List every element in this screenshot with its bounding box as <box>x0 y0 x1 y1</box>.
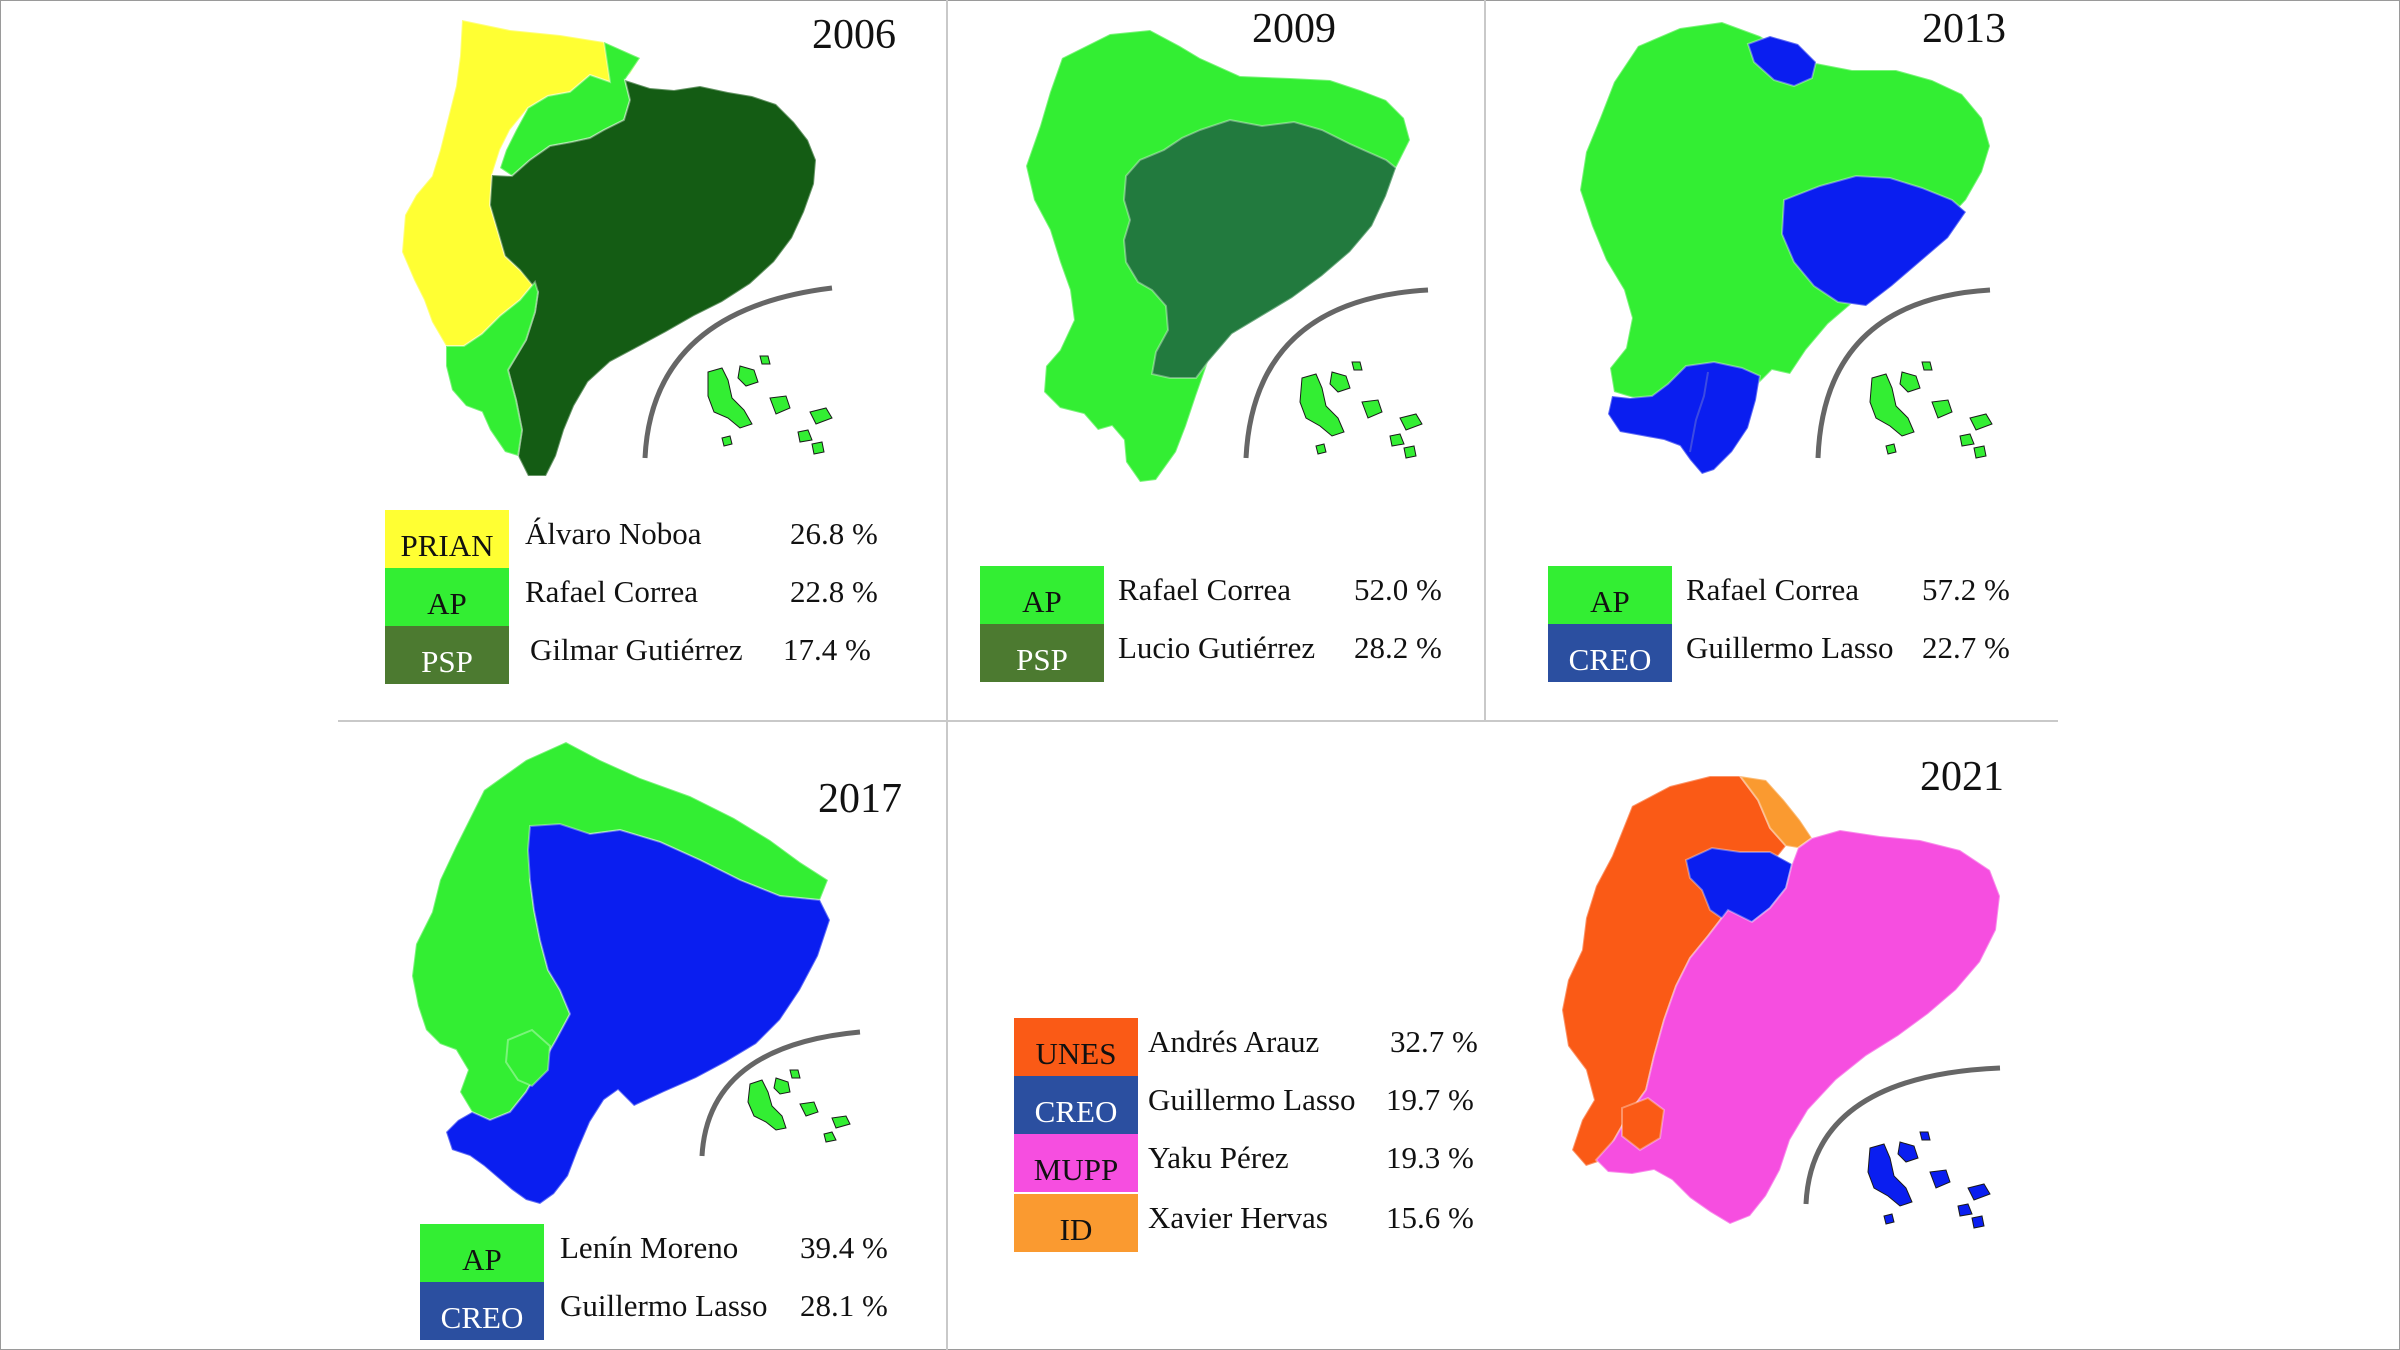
vote-percent: 39.4 % <box>800 1230 888 1265</box>
candidate-name: Gilmar Gutiérrez <box>530 632 743 667</box>
legend-row: AP Rafael Correa 57.2 % <box>1548 566 2108 626</box>
region-unes-coast <box>1621 1096 1666 1152</box>
party-swatch: CREO <box>420 1282 544 1340</box>
galapagos-separator <box>699 1029 861 1157</box>
vote-percent: 57.2 % <box>1922 572 2010 607</box>
party-swatch: AP <box>980 566 1104 624</box>
party-swatch: ID <box>1014 1194 1138 1252</box>
candidate-name: Álvaro Noboa <box>525 516 702 551</box>
legend-row: AP Lenín Moreno 39.4 % <box>420 1224 980 1284</box>
party-swatch: AP <box>385 568 509 626</box>
party-swatch: PSP <box>385 626 509 684</box>
candidate-name: Andrés Arauz <box>1148 1024 1320 1059</box>
vote-percent: 22.7 % <box>1922 630 2010 665</box>
vote-percent: 19.7 % <box>1386 1082 1474 1117</box>
mainland <box>1024 28 1412 484</box>
region-creo-east <box>1780 174 1968 308</box>
galapagos-separator <box>1243 287 1429 459</box>
candidate-name: Xavier Hervas <box>1148 1200 1328 1235</box>
candidate-name: Guillermo Lasso <box>1148 1082 1356 1117</box>
legend-row: PSP Lucio Gutiérrez 28.2 % <box>980 624 1540 684</box>
vote-percent: 15.6 % <box>1386 1200 1474 1235</box>
party-swatch: CREO <box>1548 624 1672 682</box>
candidate-name: Rafael Correa <box>525 574 698 609</box>
galapagos-separator <box>1803 1065 2001 1205</box>
vote-percent: 17.4 % <box>783 632 871 667</box>
party-swatch: PSP <box>980 624 1104 682</box>
candidate-name: Lucio Gutiérrez <box>1118 630 1316 665</box>
galapagos-islands <box>1299 361 1423 459</box>
region-ap-coast <box>504 1028 552 1088</box>
vote-percent: 22.8 % <box>790 574 878 609</box>
galapagos-islands <box>1867 1131 1991 1229</box>
region-ap-south <box>445 279 540 458</box>
legend-row: MUPP Yaku Pérez 19.3 % <box>1014 1134 1574 1194</box>
vote-percent: 26.8 % <box>790 516 878 551</box>
party-swatch: UNES <box>1014 1018 1138 1076</box>
galapagos-islands <box>707 355 833 455</box>
party-swatch: MUPP <box>1014 1134 1138 1192</box>
party-swatch: CREO <box>1014 1076 1138 1134</box>
region-creo <box>444 822 832 1206</box>
region-creo-north <box>1746 34 1818 88</box>
vote-percent: 28.1 % <box>800 1288 888 1323</box>
region-mupp <box>1594 828 2002 1226</box>
legend-row: UNES Andrés Arauz 32.7 % <box>1014 1018 1574 1078</box>
region-psp <box>488 78 818 477</box>
mainland <box>1560 774 2002 1226</box>
candidate-name: Guillermo Lasso <box>1686 630 1894 665</box>
candidate-name: Lenín Moreno <box>560 1230 739 1265</box>
mainland <box>410 740 832 1206</box>
legend-row: AP Rafael Correa 52.0 % <box>980 566 1540 626</box>
divider-horizontal <box>338 720 2058 722</box>
legend-row: CREO Guillermo Lasso 19.7 % <box>1014 1076 1574 1136</box>
region-psp <box>1122 118 1398 379</box>
region-creo-south <box>1606 360 1762 476</box>
legend-row: CREO Guillermo Lasso 28.1 % <box>420 1282 980 1342</box>
candidate-name: Guillermo Lasso <box>560 1288 768 1323</box>
year-title: 2009 <box>1252 6 1336 52</box>
galapagos-islands <box>1869 361 1993 459</box>
vote-percent: 28.2 % <box>1354 630 1442 665</box>
divider-vertical-bottom <box>946 722 948 1350</box>
vote-percent: 32.7 % <box>1390 1024 1478 1059</box>
year-title: 2006 <box>812 12 896 58</box>
party-swatch: AP <box>420 1224 544 1282</box>
vote-percent: 19.3 % <box>1386 1140 1474 1175</box>
party-swatch: PRIAN <box>385 510 509 568</box>
vote-percent: 52.0 % <box>1354 572 1442 607</box>
candidate-name: Rafael Correa <box>1686 572 1859 607</box>
year-title: 2021 <box>1920 754 2004 800</box>
divider-vertical-top-right <box>1484 0 1486 720</box>
region-boundary-line <box>1689 371 1709 453</box>
legend-row: PRIAN Álvaro Noboa 26.8 % <box>385 510 945 570</box>
year-title: 2017 <box>818 776 902 822</box>
year-title: 2013 <box>1922 6 2006 52</box>
galapagos-islands <box>747 1069 851 1143</box>
mainland <box>400 18 818 477</box>
galapagos-separator <box>642 285 833 459</box>
candidate-name: Yaku Pérez <box>1148 1140 1289 1175</box>
legend-row: CREO Guillermo Lasso 22.7 % <box>1548 624 2108 684</box>
divider-vertical-top-left <box>946 0 948 720</box>
candidate-name: Rafael Correa <box>1118 572 1291 607</box>
legend-row: AP Rafael Correa 22.8 % <box>385 568 945 628</box>
legend-row: ID Xavier Hervas 15.6 % <box>1014 1194 1574 1254</box>
mainland <box>1578 20 1992 476</box>
party-swatch: AP <box>1548 566 1672 624</box>
galapagos-separator <box>1815 287 1991 459</box>
legend-row: PSP Gilmar Gutiérrez 17.4 % <box>385 626 945 686</box>
